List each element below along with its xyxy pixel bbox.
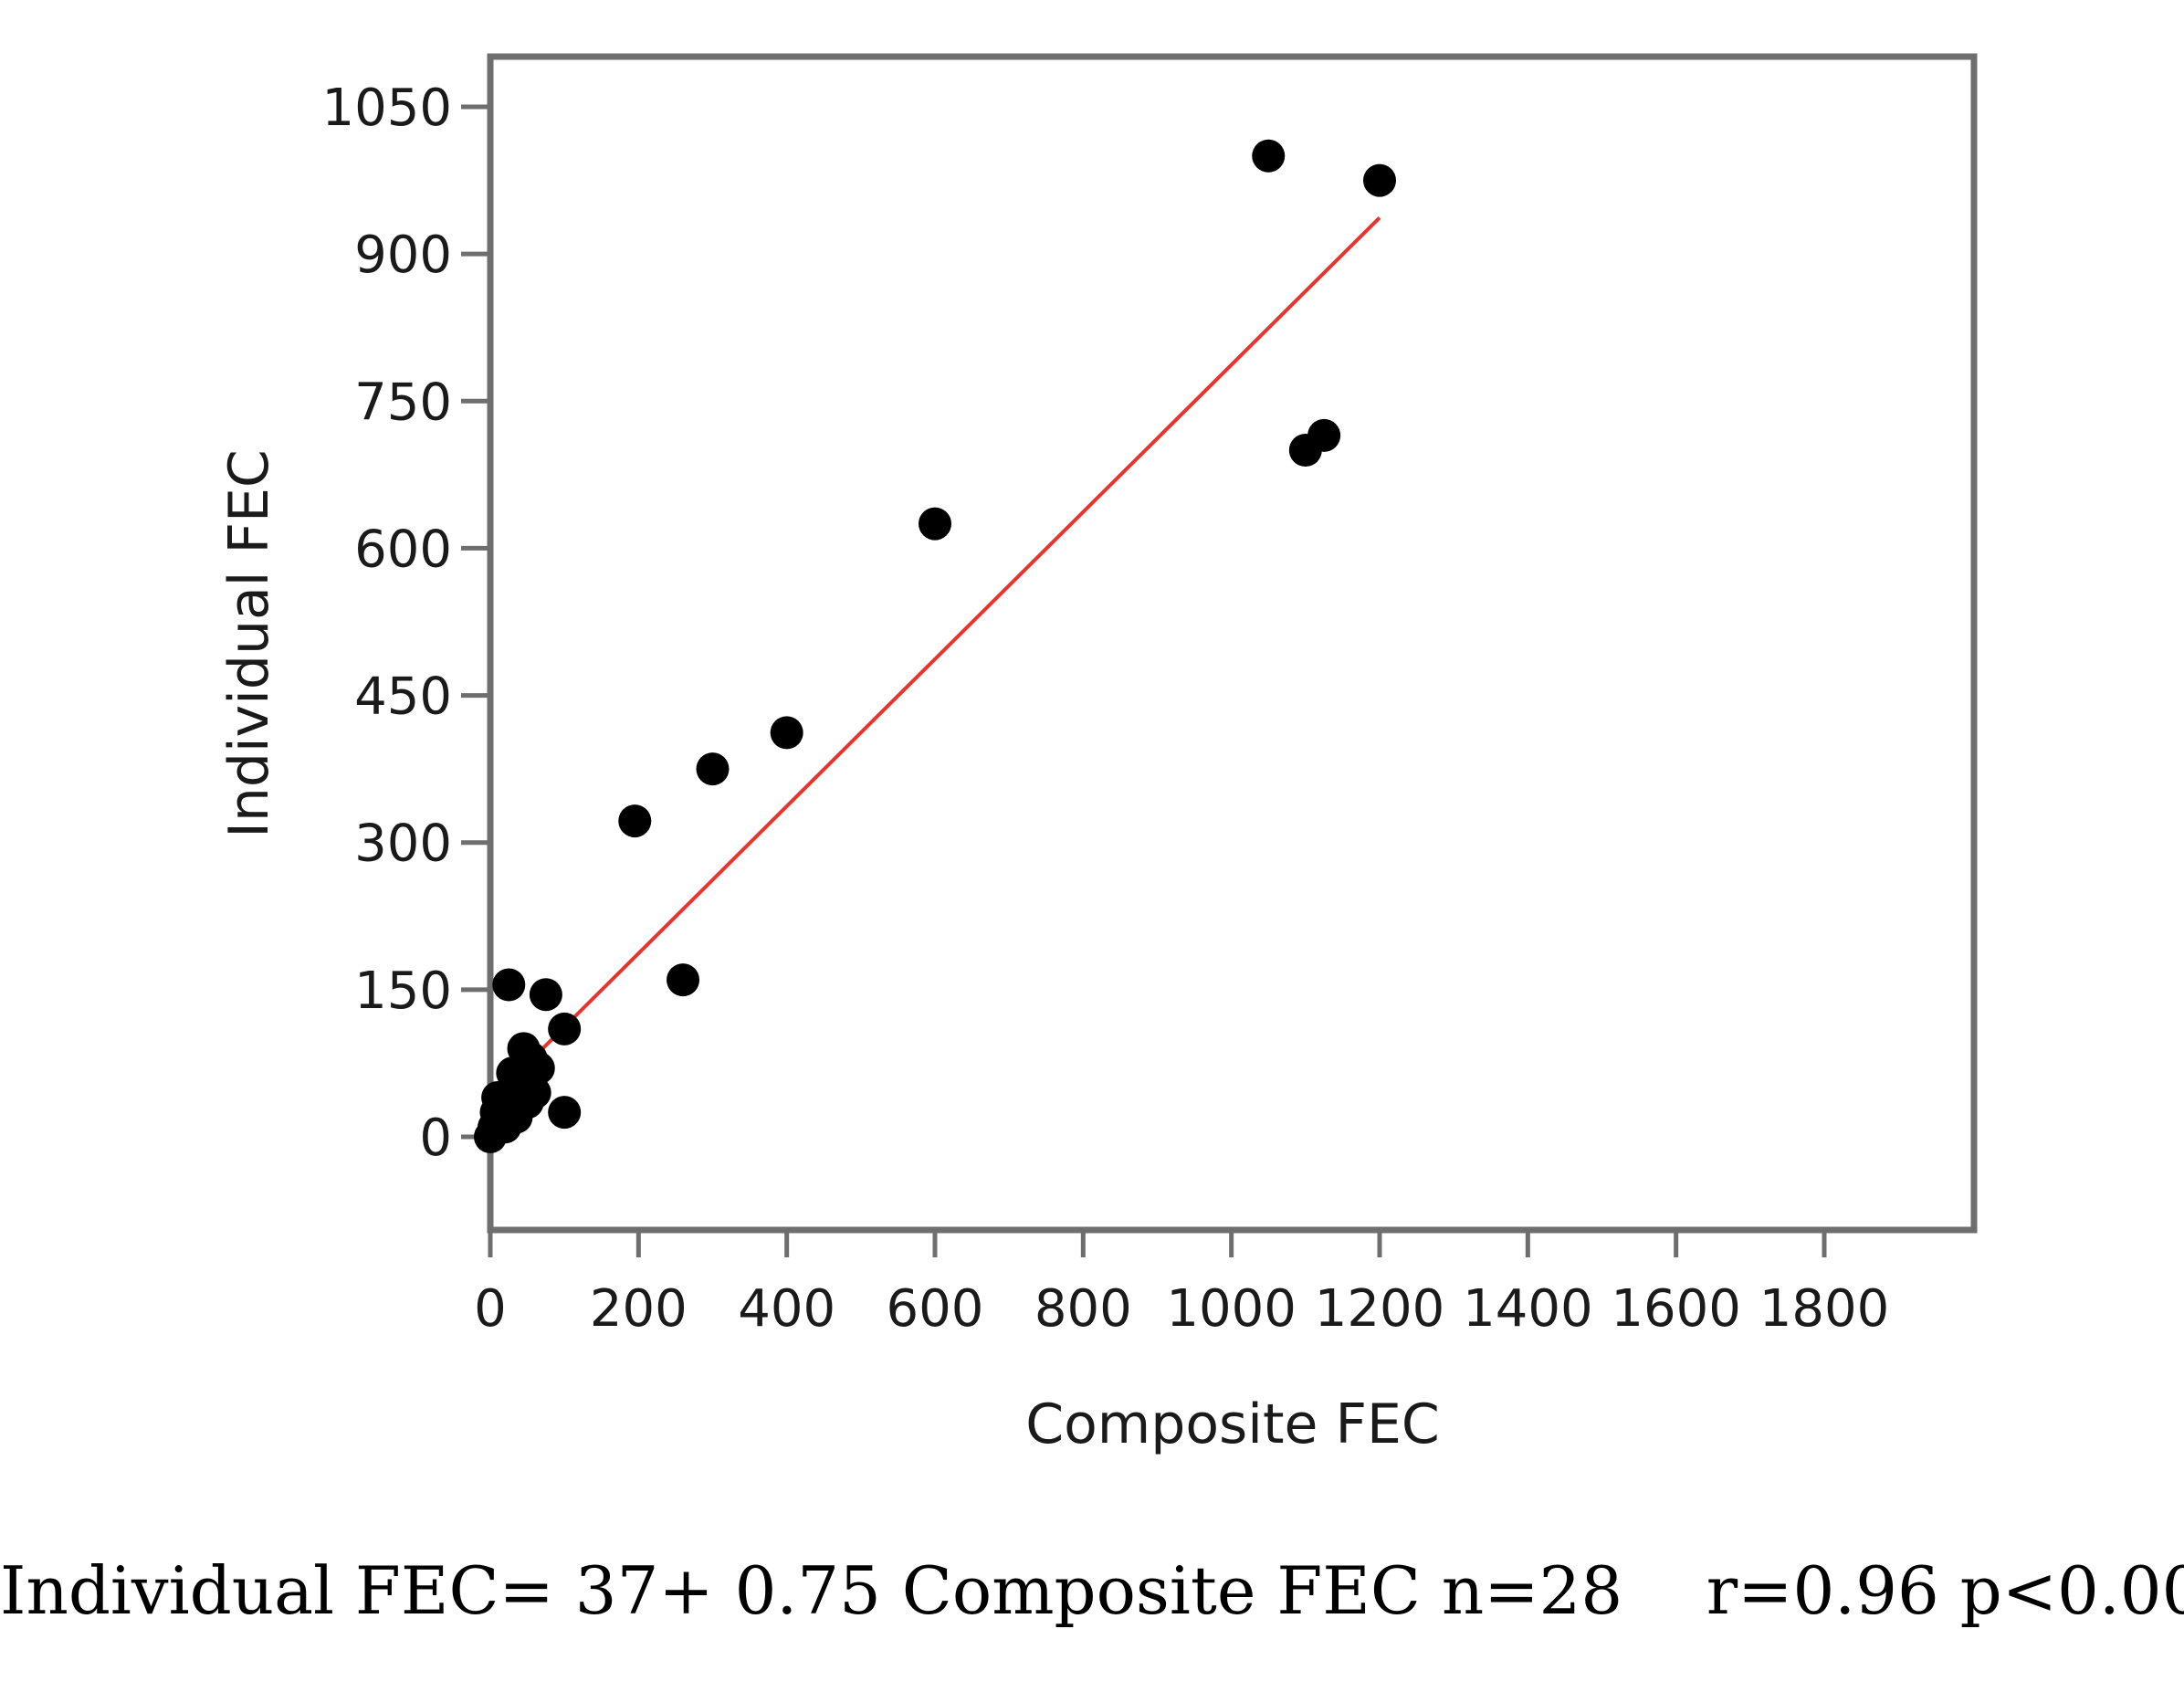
y-axis-title: Individual FEC — [217, 449, 281, 838]
data-point-6 — [492, 968, 526, 1002]
data-point-16 — [548, 1012, 582, 1046]
scatter-chart: 0 150 300 450 600 750 900 1050 0 200 400 600 800 100… — [217, 53, 1978, 1456]
x-tick-label-5: 1000 — [1166, 1279, 1297, 1339]
data-point-17 — [548, 1096, 582, 1130]
regression-caption: Individual FEC= 37+ 0.75 Composite FEC n… — [0, 1552, 2184, 1629]
data-point-27 — [488, 1110, 522, 1144]
data-point-20 — [696, 752, 730, 786]
y-axis: 0 150 300 450 600 750 900 1050 — [321, 79, 490, 1168]
x-tick-label-6: 1200 — [1315, 1279, 1445, 1339]
data-point-13 — [518, 1076, 551, 1109]
y-tick-label-0: 0 — [419, 1109, 452, 1168]
data-point-26 — [1363, 163, 1396, 197]
y-tick-label-3: 450 — [354, 667, 452, 727]
x-tick-label-7: 1400 — [1463, 1279, 1593, 1339]
data-points — [474, 139, 1396, 1153]
x-tick-label-2: 400 — [738, 1279, 835, 1339]
data-point-19 — [667, 963, 700, 997]
regression-line — [488, 215, 1381, 1102]
y-tick-label-2: 300 — [354, 814, 452, 874]
data-point-25 — [1307, 418, 1341, 452]
x-tick-label-0: 0 — [474, 1279, 507, 1339]
data-point-15 — [529, 978, 562, 1012]
y-tick-label-5: 750 — [354, 373, 452, 432]
x-tick-label-3: 600 — [887, 1279, 984, 1339]
x-axis: 0 200 400 600 800 1000 1200 1400 1600 1800 — [474, 1230, 1889, 1339]
x-tick-label-4: 800 — [1034, 1279, 1132, 1339]
data-point-18 — [618, 804, 652, 838]
data-point-21 — [770, 716, 803, 750]
data-point-14 — [521, 1051, 555, 1085]
x-tick-label-8: 1600 — [1611, 1279, 1741, 1339]
y-tick-label-1: 150 — [354, 962, 452, 1021]
data-point-23 — [1252, 139, 1286, 173]
regression-line-group — [488, 215, 1381, 1102]
y-tick-label-4: 600 — [354, 520, 452, 579]
x-tick-label-9: 1800 — [1759, 1279, 1890, 1339]
x-axis-title: Composite FEC — [1025, 1392, 1440, 1456]
plot-frame — [487, 53, 1978, 1234]
x-tick-label-1: 200 — [590, 1279, 688, 1339]
y-tick-label-6: 900 — [354, 226, 452, 285]
y-tick-label-7: 1050 — [321, 79, 452, 138]
data-point-22 — [919, 507, 951, 541]
